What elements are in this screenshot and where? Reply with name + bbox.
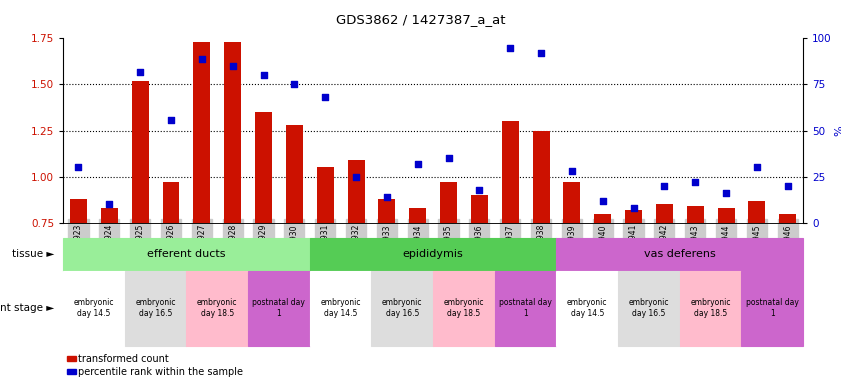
Text: tissue ►: tissue ► — [13, 249, 55, 260]
Bar — [248, 271, 309, 346]
Bar — [618, 271, 680, 346]
Point — [565, 168, 579, 174]
Text: embryonic
day 14.5: embryonic day 14.5 — [320, 298, 361, 318]
Text: percentile rank within the sample: percentile rank within the sample — [78, 367, 243, 377]
Point — [473, 187, 486, 193]
Bar — [780, 214, 796, 223]
Point — [257, 72, 270, 78]
Y-axis label: %: % — [834, 125, 841, 136]
Text: transformed count: transformed count — [78, 354, 169, 364]
Bar — [255, 112, 272, 223]
Bar — [502, 121, 519, 223]
Bar — [309, 271, 372, 346]
Bar — [63, 271, 124, 346]
Point — [103, 201, 116, 207]
Point — [164, 116, 177, 122]
Point — [288, 81, 301, 88]
Point — [71, 164, 85, 170]
Point — [750, 164, 764, 170]
Point — [349, 174, 362, 180]
Text: efferent ducts: efferent ducts — [147, 249, 225, 260]
Bar — [440, 182, 457, 223]
Bar — [317, 167, 334, 223]
Point — [442, 155, 455, 161]
Bar — [347, 160, 364, 223]
Text: postnatal day
1: postnatal day 1 — [252, 298, 305, 318]
Text: epididymis: epididymis — [403, 249, 463, 260]
Point — [719, 190, 733, 196]
Point — [134, 68, 147, 74]
Text: GDS3862 / 1427387_a_at: GDS3862 / 1427387_a_at — [336, 13, 505, 26]
Bar — [286, 125, 303, 223]
Text: embryonic
day 16.5: embryonic day 16.5 — [629, 298, 669, 318]
Point — [627, 205, 640, 211]
Bar — [557, 238, 803, 271]
Bar — [63, 238, 309, 271]
Bar — [532, 131, 549, 223]
Bar — [132, 81, 149, 223]
Text: postnatal day
1: postnatal day 1 — [500, 298, 552, 318]
Bar — [742, 271, 803, 346]
Bar — [187, 271, 248, 346]
Point — [781, 183, 795, 189]
Bar — [471, 195, 488, 223]
Bar — [225, 42, 241, 223]
Bar — [193, 42, 210, 223]
Bar — [687, 206, 704, 223]
Bar — [378, 199, 395, 223]
Point — [380, 194, 394, 200]
Bar — [595, 214, 611, 223]
Point — [689, 179, 702, 185]
Text: vas deferens: vas deferens — [644, 249, 716, 260]
Text: embryonic
day 14.5: embryonic day 14.5 — [74, 298, 114, 318]
Text: embryonic
day 18.5: embryonic day 18.5 — [444, 298, 484, 318]
Point — [319, 94, 332, 101]
Bar — [680, 271, 742, 346]
Bar — [309, 238, 557, 271]
Bar — [101, 208, 118, 223]
Bar — [410, 208, 426, 223]
Point — [195, 56, 209, 62]
Text: embryonic
day 14.5: embryonic day 14.5 — [567, 298, 607, 318]
Bar — [124, 271, 187, 346]
Bar — [372, 271, 433, 346]
Text: embryonic
day 16.5: embryonic day 16.5 — [135, 298, 176, 318]
Bar — [70, 199, 87, 223]
Point — [596, 197, 610, 204]
Point — [504, 45, 517, 51]
Text: embryonic
day 16.5: embryonic day 16.5 — [382, 298, 422, 318]
Text: development stage ►: development stage ► — [0, 303, 55, 313]
Bar — [433, 271, 495, 346]
Text: postnatal day
1: postnatal day 1 — [746, 298, 799, 318]
Bar — [625, 210, 642, 223]
Text: embryonic
day 18.5: embryonic day 18.5 — [690, 298, 731, 318]
Bar — [557, 271, 618, 346]
Bar — [563, 182, 580, 223]
Point — [411, 161, 425, 167]
Text: embryonic
day 18.5: embryonic day 18.5 — [197, 298, 237, 318]
Bar — [656, 204, 673, 223]
Point — [226, 63, 240, 69]
Bar — [717, 208, 734, 223]
Point — [658, 183, 671, 189]
Bar — [162, 182, 179, 223]
Point — [534, 50, 547, 56]
Bar — [495, 271, 557, 346]
Bar — [748, 200, 765, 223]
